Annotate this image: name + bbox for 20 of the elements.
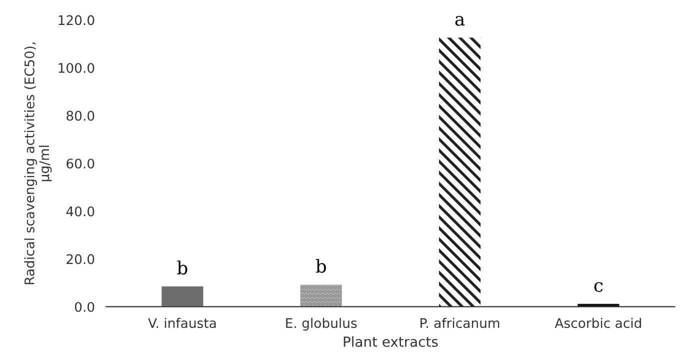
annotation: a <box>455 16 465 26</box>
y-tick-label: 100.0 <box>58 62 94 73</box>
x-tick-label: P. africanum <box>420 318 500 328</box>
annotation: c <box>594 282 603 292</box>
y-tick-label: 20.0 <box>66 254 94 264</box>
x-axis-title: Plant extracts <box>344 336 438 347</box>
y-tick-label: 40.0 <box>66 206 94 216</box>
y-tick-label: 80.0 <box>66 110 94 121</box>
y-axis-title: Radical scavenging activities (EC50), µg/ml <box>24 42 52 284</box>
y-tick-label: 0.0 <box>74 302 94 312</box>
bar <box>300 284 342 307</box>
annotation: b <box>177 260 188 275</box>
x-tick-label: E. globulus <box>286 318 357 331</box>
bar <box>162 286 204 307</box>
x-tick-label: Ascorbic acid <box>554 318 642 328</box>
y-tick-label: 120.0 <box>58 15 94 26</box>
annotation: b <box>316 258 326 273</box>
x-tick-label: V. infausta <box>148 318 216 328</box>
y-tick-label: 60.0 <box>66 158 94 169</box>
bar <box>438 38 481 307</box>
